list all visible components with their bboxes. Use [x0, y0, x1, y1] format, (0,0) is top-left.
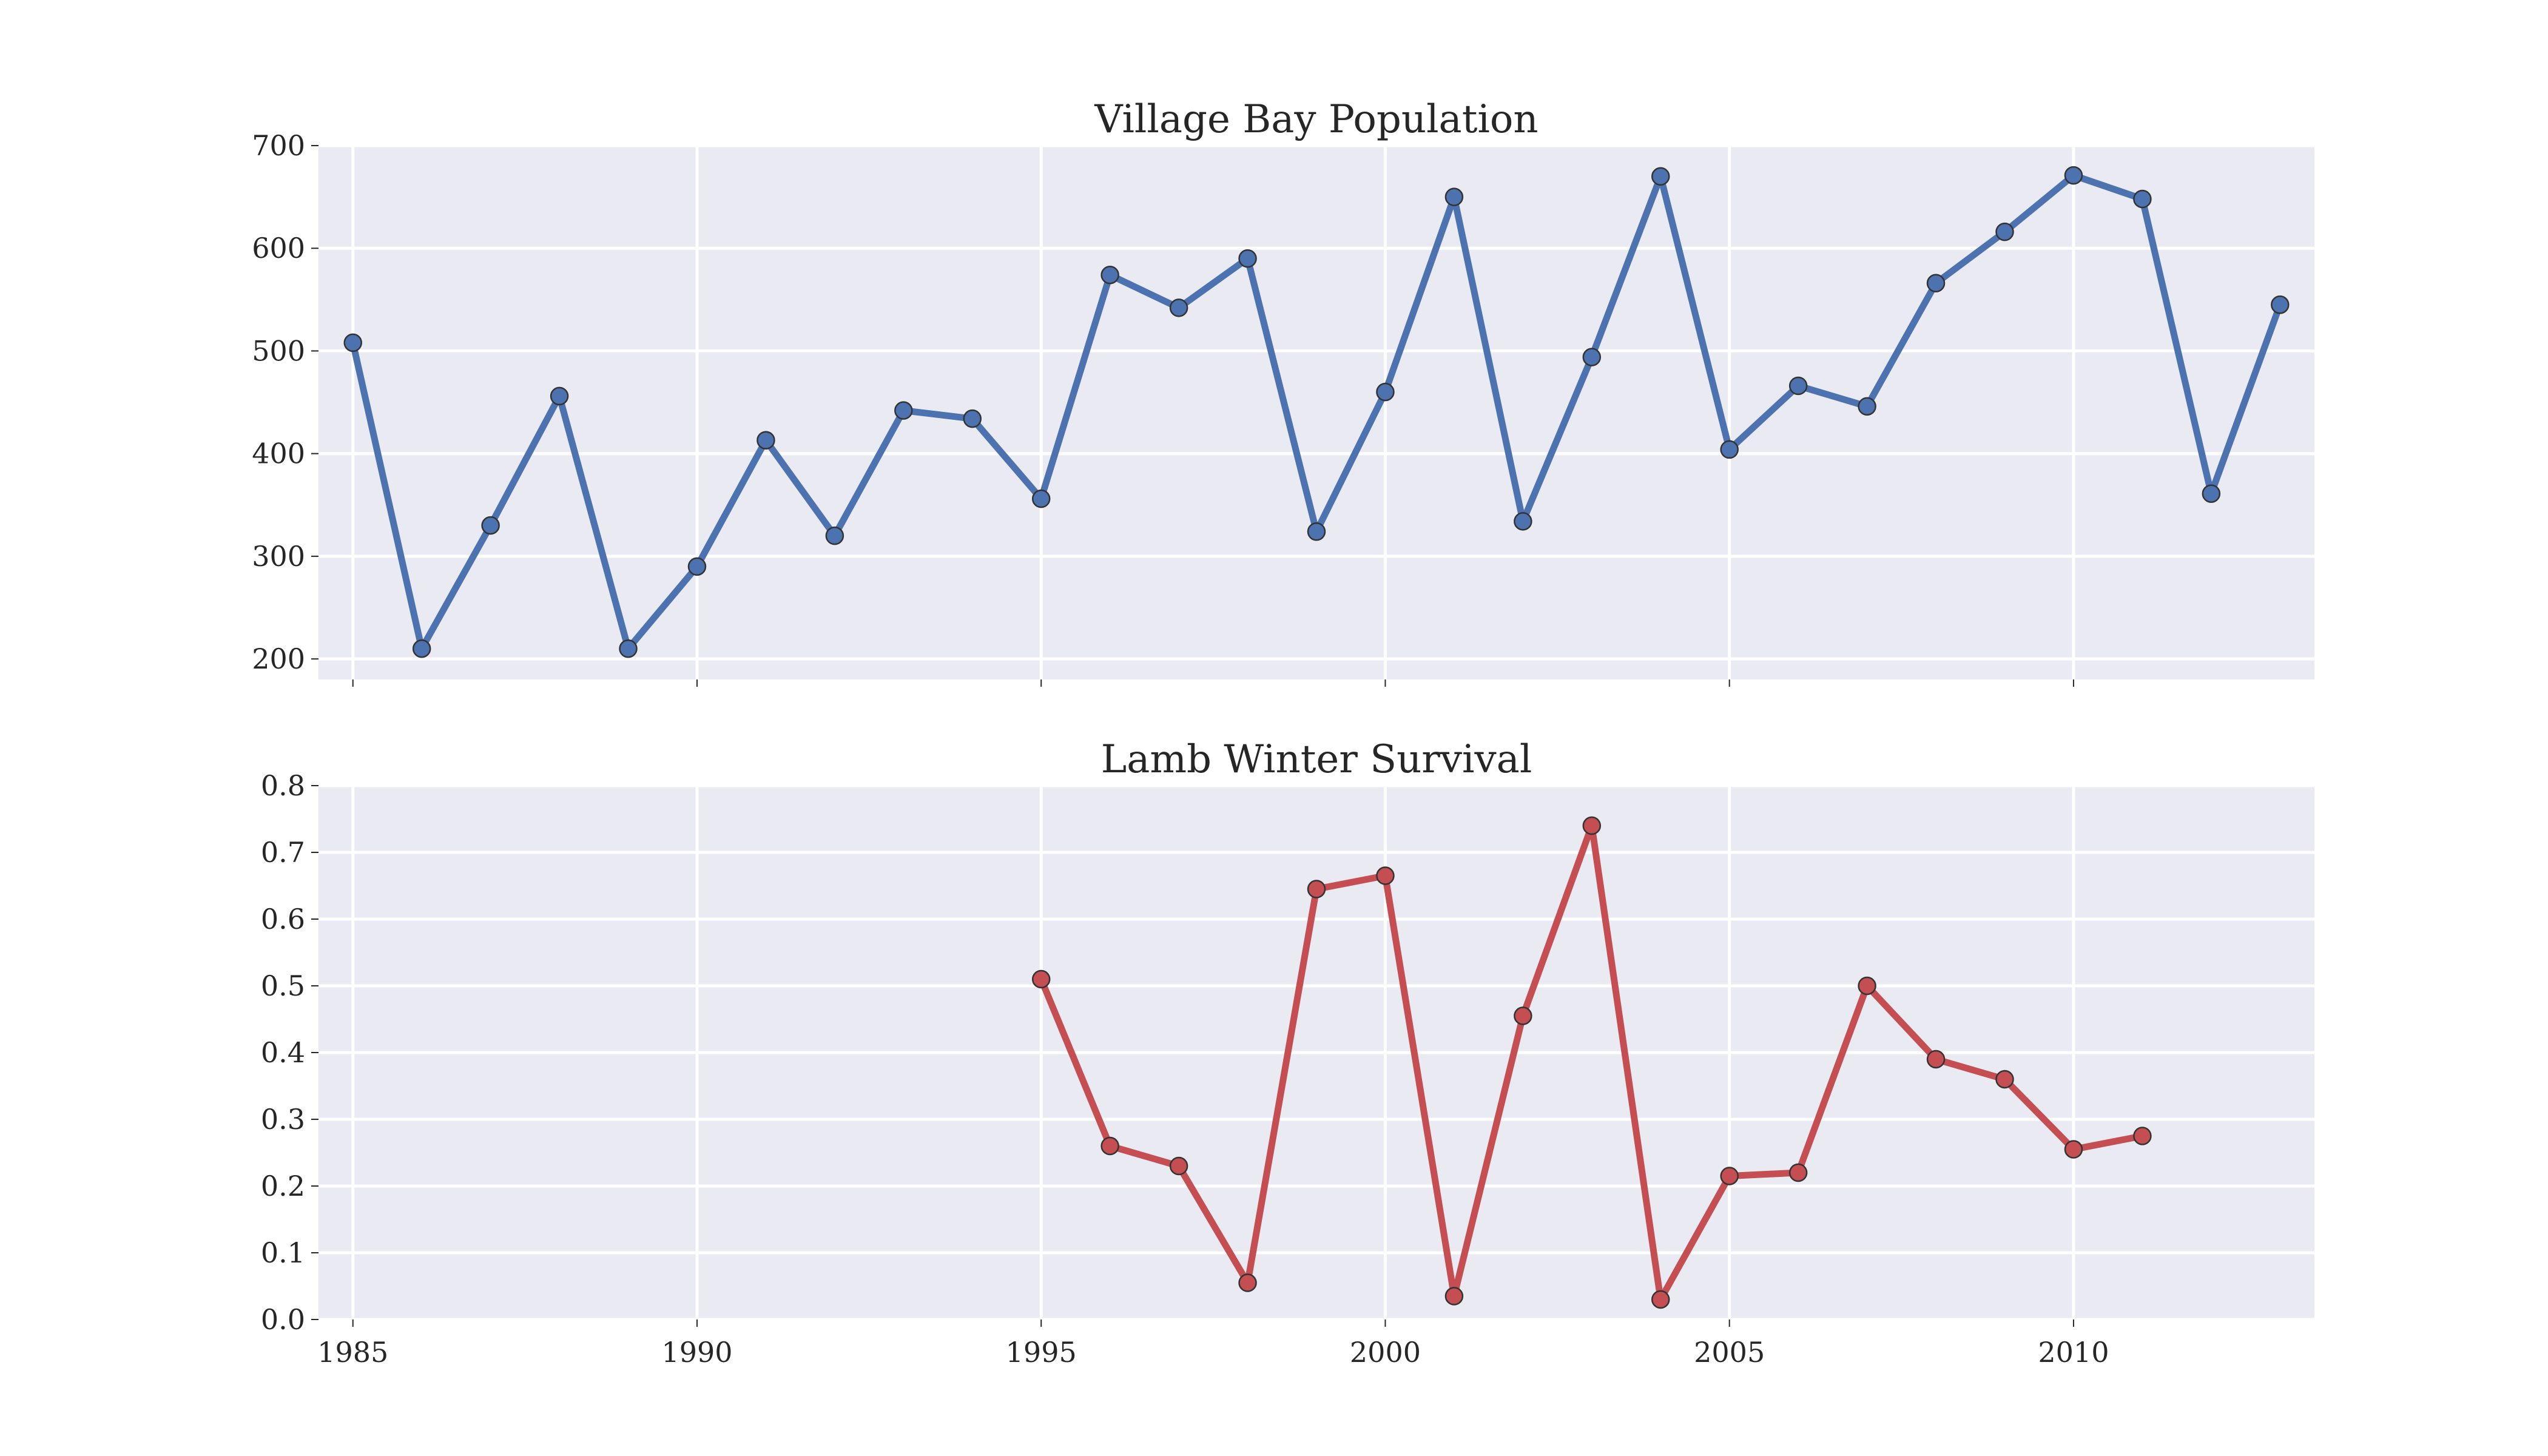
data-point: [1238, 249, 1257, 268]
data-point: [2064, 1140, 2083, 1159]
data-point: [1376, 866, 1395, 885]
chart-1: 200 300 400 500 600 700 Village Bay Population: [252, 97, 2314, 687]
data-point: [1788, 376, 1808, 396]
y-tick-label: 400: [252, 437, 305, 470]
chart-title: Lamb Winter Survival: [1101, 737, 1532, 782]
data-point: [1788, 1163, 1808, 1182]
data-point: [412, 639, 431, 658]
data-point: [550, 386, 569, 406]
data-point: [894, 401, 913, 420]
data-point: [1720, 1167, 1739, 1185]
data-point: [2271, 295, 2290, 314]
x-tick-label: 1990: [661, 1336, 732, 1369]
data-point: [2064, 166, 2083, 185]
data-point: [619, 639, 638, 658]
data-point: [1169, 298, 1188, 317]
y-tick-label: 500: [252, 334, 305, 367]
data-point: [1651, 1290, 1670, 1309]
data-point: [1100, 265, 1119, 285]
plot-area: [318, 146, 2314, 679]
data-point: [343, 333, 362, 352]
y-tick-label: 0.8: [261, 769, 305, 802]
data-point: [1514, 512, 1532, 531]
x-tick-label: 1985: [317, 1336, 388, 1369]
y-tick-label: 0.0: [261, 1303, 305, 1336]
data-point: [757, 431, 775, 450]
chart-title: Village Bay Population: [1094, 97, 1538, 142]
data-point: [1307, 880, 1326, 898]
data-point: [1582, 816, 1602, 835]
data-point: [2202, 484, 2221, 503]
data-point: [1995, 222, 2014, 241]
y-tick-label: 600: [252, 232, 305, 265]
data-point: [1995, 1070, 2014, 1089]
y-tick-label: 0.1: [261, 1236, 305, 1269]
data-point: [1720, 440, 1739, 459]
data-point: [1444, 187, 1464, 206]
data-point: [2133, 189, 2152, 209]
data-point: [1514, 1006, 1532, 1025]
data-point: [1169, 1156, 1188, 1176]
data-point: [825, 526, 844, 545]
data-point: [963, 409, 982, 428]
y-tick-label: 300: [252, 540, 305, 573]
data-point: [1651, 167, 1670, 186]
data-point: [1926, 1050, 1946, 1069]
y-tick-label: 700: [252, 129, 305, 162]
data-point: [687, 557, 707, 576]
data-point: [481, 516, 500, 535]
y-tick-label: 0.6: [261, 903, 305, 935]
data-point: [1582, 348, 1602, 366]
y-tick-label: 0.4: [261, 1036, 305, 1069]
x-tick-label: 2000: [1350, 1336, 1421, 1369]
y-tick-label: 0.3: [261, 1103, 305, 1136]
data-point: [1031, 489, 1051, 508]
data-point: [1858, 397, 1876, 416]
data-point: [1238, 1273, 1257, 1292]
chart-2: 0.0 0.1 0.2 0.3 0.4 0.5 0.6 0.7 0.8 1985 1990 1995 2…: [261, 737, 2314, 1369]
data-point: [1376, 382, 1395, 402]
x-tick-label: 2005: [1694, 1336, 1765, 1369]
y-tick-label: 0.2: [261, 1170, 305, 1202]
y-tick-label: 200: [252, 642, 305, 675]
data-point: [1100, 1136, 1119, 1156]
data-point: [1926, 274, 1946, 293]
data-point: [1307, 522, 1326, 541]
y-tick-label: 0.5: [261, 969, 305, 1002]
data-point: [1444, 1287, 1464, 1306]
x-tick-label: 2010: [2038, 1336, 2109, 1369]
data-point: [1031, 969, 1051, 989]
x-tick-label: 1995: [1006, 1336, 1077, 1369]
y-tick-label: 0.7: [261, 836, 305, 869]
data-point: [2133, 1127, 2152, 1145]
data-point: [1858, 976, 1876, 996]
